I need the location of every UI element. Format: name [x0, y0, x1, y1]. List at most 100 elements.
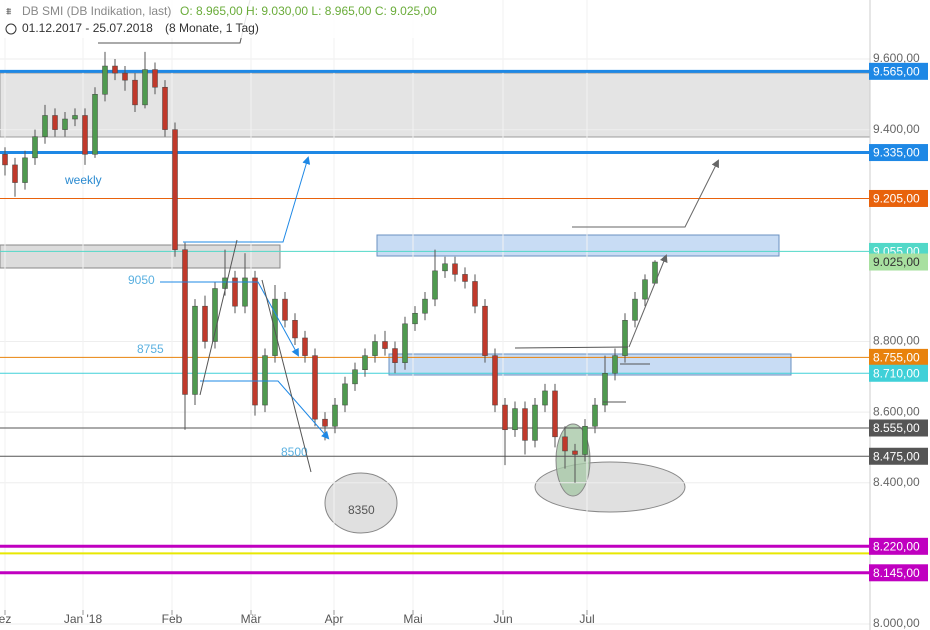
annotation: 9050: [128, 273, 155, 287]
x-tick-label: Mai: [403, 612, 422, 626]
level-label-bg: [869, 253, 928, 271]
level-label: 9.565,00: [873, 65, 920, 79]
candle-body: [562, 436, 568, 452]
candle-body: [142, 69, 148, 106]
arrow: [628, 254, 668, 348]
trend-line: [199, 239, 238, 396]
candle-body: [52, 115, 58, 130]
candle-body: [372, 341, 378, 356]
candle-body: [22, 157, 28, 183]
zone: [376, 234, 780, 257]
candle-body: [352, 369, 358, 385]
candle-body: [552, 390, 558, 438]
annotation: 8755: [137, 342, 164, 356]
candle-body: [542, 390, 548, 406]
candle-body: [432, 270, 438, 300]
candle-body: [362, 355, 368, 370]
date-range: 01.12.2017 - 25.07.2018: [22, 21, 153, 35]
candle-body: [122, 72, 128, 81]
trend-line: [514, 346, 629, 349]
candle-body: [572, 450, 578, 455]
candle-body: [402, 323, 408, 363]
header-bg: [0, 0, 470, 38]
candle-body: [312, 355, 318, 420]
y-tick-label: 8.000,00: [873, 616, 920, 630]
level-label: 9.025,00: [873, 255, 920, 269]
x-tick-label: Jan '18: [64, 612, 103, 626]
zone: [388, 353, 792, 376]
candle-body: [532, 404, 538, 441]
trend-line: [261, 279, 312, 473]
candle-body: [132, 79, 138, 106]
level-label-bg: [869, 62, 928, 80]
candle-body: [422, 298, 428, 314]
candle-body: [612, 355, 618, 374]
candle-body: [172, 129, 178, 250]
candle-body: [162, 86, 168, 130]
candle-body: [472, 281, 478, 307]
arrow: [572, 159, 719, 228]
level-label-bg: [869, 144, 928, 162]
candle-body: [392, 348, 398, 363]
candle-body: [112, 65, 118, 74]
candle-body: [412, 312, 418, 325]
level-label-bg: [869, 348, 928, 366]
candle-body: [152, 69, 158, 88]
ohlc: O: 8.965,00 H: 9.030,00 L: 8.965,00 C: 9…: [180, 4, 437, 18]
candle-body: [622, 320, 628, 356]
candle-body: [62, 118, 68, 130]
level-label-bg: [869, 419, 928, 437]
candle-body: [462, 274, 468, 282]
level-label: 8.145,00: [873, 566, 920, 580]
candle-body: [252, 277, 258, 406]
y-tick-label: 8.600,00: [873, 404, 920, 418]
level-label-bg: [869, 189, 928, 207]
candle-body: [382, 341, 388, 349]
candle-body: [452, 263, 458, 275]
candle-body: [292, 320, 298, 339]
drawings: [98, 0, 719, 473]
candle-body: [202, 305, 208, 342]
candle-body: [272, 298, 278, 356]
arrow: [200, 380, 330, 440]
candle-body: [102, 65, 108, 95]
instrument: DB SMI (DB Indikation, last): [22, 4, 171, 18]
candle-body: [642, 279, 648, 300]
level-label-bg: [869, 447, 928, 465]
candle-body: [442, 263, 448, 272]
candle-body: [42, 115, 48, 137]
candle-body: [332, 404, 338, 427]
clock-icon: [5, 23, 17, 35]
candle-body: [2, 154, 8, 166]
y-tick-label: 8.800,00: [873, 334, 920, 348]
candle-body: [592, 404, 598, 427]
level-label-bg: [869, 364, 928, 382]
zone: [0, 244, 281, 269]
candle-body: [512, 408, 518, 431]
arrow: [183, 156, 311, 243]
y-tick-label: 9.600,00: [873, 51, 920, 65]
candle-body: [232, 277, 238, 307]
candle-body: [502, 404, 508, 431]
candle-body: [82, 115, 88, 155]
candle-body: [342, 383, 348, 406]
annotation: weekly: [64, 173, 102, 187]
period: (8 Monate, 1 Tag): [165, 21, 259, 35]
annotation: 8350: [348, 503, 375, 517]
candle-body: [302, 337, 308, 356]
candle-body: [582, 425, 588, 455]
level-label-bg: [869, 537, 928, 555]
x-tick-label: Mär: [241, 612, 262, 626]
x-tick-label: ez: [0, 612, 11, 626]
candle-body: [262, 355, 268, 406]
candle-body: [12, 164, 18, 183]
level-label-bg: [869, 564, 928, 582]
x-tick-label: Jun: [493, 612, 512, 626]
candle-body: [72, 115, 78, 120]
ellipse: [324, 472, 398, 534]
zone: [0, 72, 871, 138]
candle-body: [492, 355, 498, 406]
candle-body: [522, 408, 528, 441]
